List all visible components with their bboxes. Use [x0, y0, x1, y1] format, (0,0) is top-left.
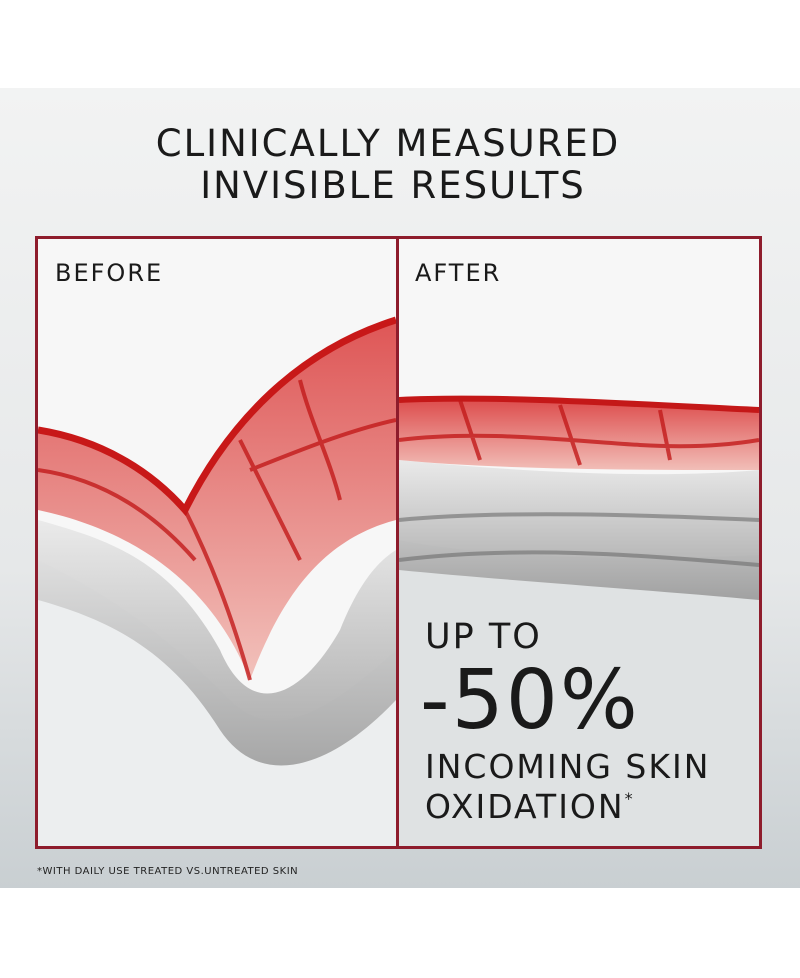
claim-figure: -50%	[420, 653, 640, 748]
claim-lead: UP TO	[425, 617, 542, 657]
claim-line: INCOMING SKIN	[425, 747, 710, 786]
panel-label: BEFORE	[55, 259, 163, 287]
frame	[35, 236, 762, 849]
footnote: *WITH DAILY USE TREATED VS.UNTREATED SKI…	[37, 866, 298, 877]
before-illustration	[38, 316, 396, 846]
footnote-mark: *	[625, 789, 635, 808]
claim-line: OXIDATION*	[425, 787, 635, 826]
after-illustration	[399, 395, 759, 846]
claim-line-text: OXIDATION	[425, 787, 625, 826]
title-line: CLINICALLY MEASURED	[156, 122, 621, 165]
panel-label: AFTER	[415, 259, 501, 287]
title-line: INVISIBLE RESULTS	[200, 164, 586, 207]
